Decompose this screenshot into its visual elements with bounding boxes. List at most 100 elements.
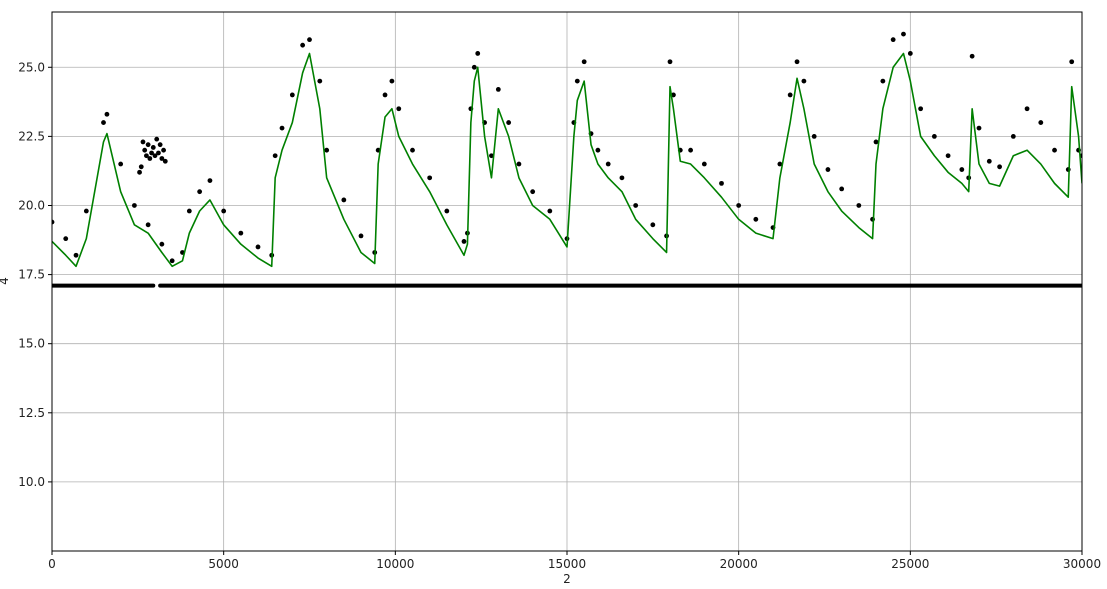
scatter-point — [159, 156, 165, 161]
scatter-point — [83, 208, 89, 214]
scatter-point — [811, 133, 817, 139]
scatter-point — [221, 208, 227, 214]
scatter-point — [142, 147, 148, 153]
y-tick-label: 25.0 — [18, 60, 45, 74]
scatter-point — [150, 145, 156, 150]
scatter-point — [138, 164, 144, 170]
x-tick-label: 5000 — [208, 557, 239, 571]
scatter-point — [736, 203, 742, 208]
scatter-point — [516, 161, 522, 167]
y-tick-label: 10.0 — [18, 475, 45, 489]
scatter-point — [186, 208, 192, 214]
scatter-point — [471, 64, 477, 70]
scatter-point — [358, 233, 364, 239]
scatter-point — [495, 86, 501, 92]
x-tick-label: 10000 — [376, 557, 414, 571]
scatter-point — [839, 186, 845, 192]
scatter-point — [945, 153, 951, 159]
scatter-point — [396, 106, 402, 112]
scatter-point — [169, 258, 175, 264]
scatter-point — [595, 147, 601, 153]
y-tick-label: 22.5 — [18, 129, 45, 143]
x-tick-label: 30000 — [1063, 557, 1101, 571]
x-axis-label: 2 — [563, 572, 571, 586]
scatter-point — [873, 139, 879, 145]
scatter-point — [753, 216, 759, 222]
scatter-point — [156, 150, 161, 156]
scatter-point — [154, 136, 160, 142]
x-tick-label: 20000 — [720, 557, 758, 571]
scatter-point — [461, 239, 467, 244]
y-tick-label: 20.0 — [18, 198, 45, 212]
y-tick-label: 17.5 — [18, 268, 45, 282]
scatter-point — [959, 167, 965, 172]
y-axis-label: 4 — [0, 277, 11, 285]
scatter-point — [73, 252, 79, 258]
series-layer — [52, 31, 1082, 288]
scatter-point — [701, 161, 707, 167]
scatter-point — [145, 222, 151, 228]
green-series-line — [52, 52, 1082, 268]
scatter-point — [444, 208, 450, 214]
scatter-point — [197, 189, 203, 195]
grid — [51, 12, 1083, 551]
y-tick-label: 15.0 — [18, 337, 45, 351]
scatter-point — [1069, 59, 1075, 65]
scatter-point — [574, 78, 580, 84]
scatter-point — [341, 197, 347, 203]
scatter-point — [52, 219, 55, 225]
scatter-point — [880, 78, 886, 84]
scatter-point — [825, 167, 831, 172]
scatter-point — [719, 180, 724, 186]
scatter-point — [997, 164, 1002, 170]
scatter-point — [207, 178, 213, 184]
scatter-point — [307, 37, 312, 43]
scatter-point — [145, 142, 151, 148]
scatter-point — [159, 241, 165, 247]
scatter-point — [969, 53, 975, 59]
scatter-point — [530, 189, 536, 195]
scatter-point — [382, 92, 388, 98]
scatter-point — [161, 147, 166, 153]
scatter-point — [581, 59, 587, 65]
scatter-point — [976, 125, 982, 131]
scatter-point — [238, 230, 244, 236]
scatter-point — [132, 203, 137, 208]
scatter-point — [101, 120, 106, 125]
scatter-point — [255, 244, 261, 250]
scatter-point — [667, 59, 673, 65]
scatter-point — [777, 161, 783, 167]
scatter-point — [427, 175, 433, 181]
scatter-point — [289, 92, 295, 98]
scatter-point — [856, 203, 862, 208]
scatter-point — [144, 153, 149, 159]
scatter-point — [918, 106, 924, 112]
scatter-point — [104, 111, 110, 117]
scatter-point — [619, 175, 625, 181]
x-tick-label: 15000 — [548, 557, 586, 571]
scatter-point — [149, 150, 154, 156]
x-tick-label: 0 — [48, 557, 56, 571]
scatter-point — [931, 133, 937, 139]
scatter-point — [152, 153, 158, 159]
scatter-point — [1052, 147, 1057, 153]
scatter-point — [324, 147, 330, 153]
scatter-point — [489, 153, 494, 159]
ticks: 0 5000 10000 15000 20000 25000 30000 10.0 12.5 15… — [18, 60, 1101, 571]
scatter-point — [317, 78, 323, 84]
scatter-point — [279, 125, 285, 131]
x-tick-label: 25000 — [891, 557, 929, 571]
scatter-point — [633, 203, 639, 208]
scatter-point — [901, 31, 906, 37]
scatter-point — [272, 153, 278, 159]
scatter-point — [147, 156, 153, 161]
scatter-point — [157, 142, 163, 148]
scatter-point — [547, 208, 553, 214]
scatter-point — [389, 78, 395, 84]
scatter-point — [794, 59, 800, 65]
scatter-point — [118, 161, 124, 167]
scatter-point — [907, 51, 913, 56]
scatter-point — [1010, 133, 1016, 139]
scatter-point — [787, 92, 793, 98]
scatter-point — [410, 147, 415, 153]
